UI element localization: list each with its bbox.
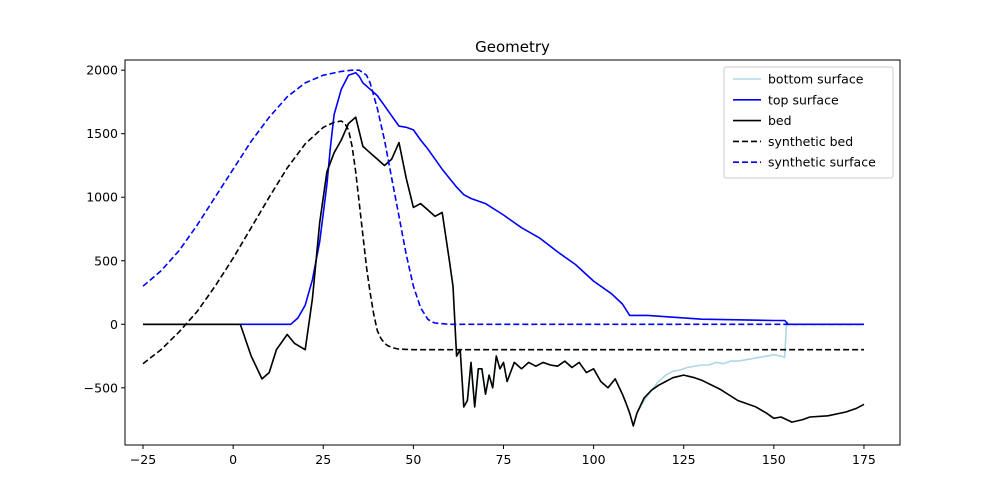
x-axis: −25 0 25 50 75 100 125 150 175 (130, 445, 876, 467)
y-tick-label: 0 (110, 317, 118, 332)
legend-box (723, 66, 894, 179)
chart-title: Geometry (475, 38, 550, 56)
y-tick-label: 1000 (86, 190, 118, 205)
x-tick-label: −25 (130, 452, 156, 467)
y-tick-label: 500 (94, 253, 118, 268)
y-tick-label: −500 (84, 380, 118, 395)
y-axis: −500 0 500 1000 1500 2000 (84, 63, 125, 395)
x-tick-label: 0 (229, 452, 237, 467)
x-tick-label: 125 (672, 452, 696, 467)
legend-label-bed: bed (768, 113, 792, 128)
x-tick-label: 75 (496, 452, 512, 467)
x-tick-label: 50 (405, 452, 421, 467)
x-tick-label: 175 (852, 452, 876, 467)
series-line-bed (143, 116, 865, 427)
x-tick-label: 150 (762, 452, 786, 467)
legend-label-top-surface: top surface (768, 92, 839, 107)
legend-label-synthetic-surface: synthetic surface (768, 155, 876, 170)
plot-area (142, 69, 865, 427)
x-tick-label: 25 (315, 452, 331, 467)
x-tick-label: 100 (582, 452, 606, 467)
legend: bottom surface top surface bed synthetic be… (723, 66, 894, 179)
series-line-synthetic-bed (142, 120, 864, 365)
legend-label-synthetic-bed: synthetic bed (768, 134, 853, 149)
legend-label-bottom-surface: bottom surface (768, 72, 864, 87)
plot-frame (124, 59, 901, 446)
y-tick-label: 1500 (86, 126, 118, 141)
y-tick-label: 2000 (86, 63, 118, 78)
series-line-synthetic-surface (142, 69, 864, 326)
